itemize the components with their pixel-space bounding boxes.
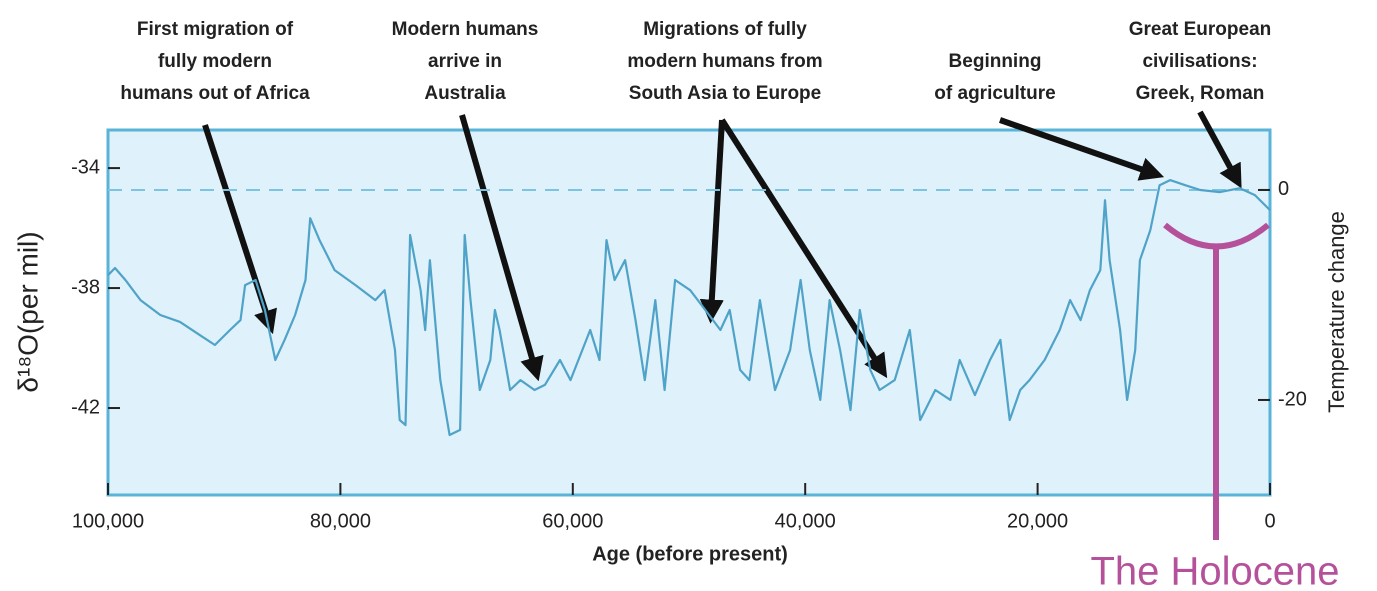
x-axis-label: Age (before present) <box>592 543 788 565</box>
annotation-text: Migrations of fully <box>643 19 807 40</box>
arrow <box>699 119 725 324</box>
annotation-text: humans out of Africa <box>120 83 310 104</box>
annotation-text: of agriculture <box>934 83 1055 104</box>
x-tick-label: 20,000 <box>1007 510 1068 532</box>
annotation-text: First migration of <box>137 19 294 40</box>
arrow <box>1197 110 1242 189</box>
annotation-text: Great European <box>1129 19 1272 40</box>
annotation-text: South Asia to Europe <box>629 83 821 104</box>
y2-axis-label: Temperature change <box>1324 211 1349 413</box>
y-tick-label: -42 <box>71 396 100 418</box>
y-axis-label: δ¹⁸O(per mil) <box>12 231 43 392</box>
annotation-text: Greek, Roman <box>1136 83 1265 104</box>
annotation-text: arrive in <box>428 51 502 72</box>
arrow <box>459 114 544 382</box>
arrow <box>719 118 888 379</box>
y-tick-label: -38 <box>71 276 100 298</box>
plot-area <box>106 128 1272 497</box>
annotation-text: Beginning <box>949 51 1042 72</box>
y2-tick-label: -20 <box>1278 388 1307 410</box>
x-tick-label: 60,000 <box>542 510 603 532</box>
holocene-bracket <box>1163 222 1270 540</box>
annotation-text: Australia <box>424 83 506 104</box>
arrow <box>999 117 1165 181</box>
data-line <box>107 179 1271 437</box>
holocene-label: The Holocene <box>1090 550 1339 591</box>
x-tick-label: 100,000 <box>72 510 144 532</box>
annotation-text: Modern humans <box>392 19 539 40</box>
y2-tick-label: 0 <box>1278 178 1289 200</box>
x-tick-label: 0 <box>1264 510 1275 532</box>
x-tick-label: 80,000 <box>310 510 371 532</box>
annotation-text: modern humans from <box>627 51 822 72</box>
y-tick-label: -34 <box>71 156 100 178</box>
bracket <box>1163 222 1270 250</box>
x-tick-label: 40,000 <box>775 510 836 532</box>
annotation-text: civilisations: <box>1142 51 1257 72</box>
annotation-text: fully modern <box>158 51 272 72</box>
